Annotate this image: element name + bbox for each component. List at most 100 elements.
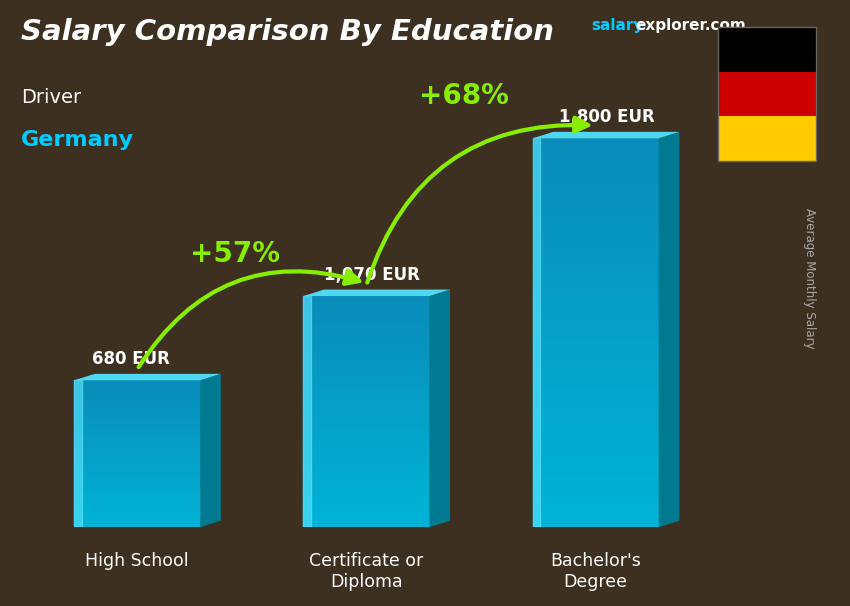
Bar [303, 359, 429, 362]
Bar [303, 328, 429, 331]
Bar [303, 415, 429, 418]
Bar [74, 494, 201, 496]
Bar [533, 464, 659, 469]
Bar [303, 325, 429, 328]
Bar [303, 472, 429, 475]
Bar [533, 230, 659, 236]
Bar [303, 464, 429, 467]
Bar [74, 459, 201, 461]
Bar [74, 401, 201, 402]
Bar [533, 211, 659, 216]
Bar [303, 374, 429, 377]
Bar [533, 225, 659, 231]
Bar [303, 469, 429, 472]
Text: Salary Comparison By Education: Salary Comparison By Education [21, 18, 554, 46]
Bar [303, 385, 429, 388]
Bar [74, 426, 201, 428]
Bar [303, 423, 429, 426]
Bar [303, 481, 429, 484]
Bar [74, 388, 201, 390]
Bar [533, 138, 540, 527]
Bar [74, 431, 201, 433]
Bar [533, 381, 659, 386]
Bar [74, 518, 201, 520]
Bar [533, 143, 659, 148]
Bar [74, 452, 201, 454]
Bar [533, 430, 659, 435]
Bar [303, 475, 429, 478]
Bar [533, 454, 659, 459]
Bar [74, 503, 201, 505]
Bar [74, 498, 201, 500]
Polygon shape [201, 374, 221, 527]
Bar [74, 479, 201, 481]
Bar [74, 413, 201, 415]
Bar [303, 302, 429, 305]
Bar [74, 435, 201, 438]
Bar [533, 522, 659, 527]
Bar [533, 241, 659, 245]
Bar [533, 493, 659, 498]
Bar [533, 439, 659, 445]
Bar [533, 391, 659, 396]
Bar [74, 454, 201, 456]
Bar [303, 403, 429, 406]
Bar [533, 260, 659, 265]
Bar [303, 354, 429, 357]
Bar [303, 313, 429, 316]
Bar [74, 520, 201, 522]
Bar [533, 167, 659, 172]
Bar [303, 310, 429, 313]
Bar [74, 393, 201, 395]
Bar [533, 420, 659, 425]
Bar [74, 381, 82, 527]
Bar [303, 380, 429, 383]
Bar [303, 397, 429, 400]
Bar [533, 513, 659, 518]
Bar [74, 410, 201, 411]
Bar [303, 495, 429, 498]
Bar [74, 406, 201, 408]
Bar [303, 504, 429, 507]
Bar [303, 307, 429, 310]
Bar [533, 236, 659, 241]
Bar [533, 362, 659, 367]
Bar [303, 365, 429, 368]
Bar [533, 415, 659, 421]
Bar [74, 384, 201, 386]
Bar [74, 461, 201, 463]
Bar [74, 476, 201, 478]
Bar [533, 284, 659, 289]
Bar [533, 275, 659, 279]
Bar [74, 490, 201, 492]
Bar [533, 270, 659, 275]
Bar [74, 441, 201, 443]
Bar [74, 467, 201, 468]
Bar [303, 426, 429, 429]
Bar [74, 385, 201, 388]
Bar [533, 449, 659, 454]
Bar [74, 463, 201, 465]
Bar [74, 404, 201, 406]
Bar [303, 498, 429, 501]
Bar [533, 352, 659, 357]
Bar [303, 513, 429, 516]
Bar [74, 397, 201, 399]
Bar [533, 484, 659, 488]
Text: salary: salary [591, 18, 643, 33]
Bar [533, 318, 659, 323]
Bar [303, 400, 429, 403]
Bar [303, 490, 429, 493]
Text: 1,070 EUR: 1,070 EUR [324, 266, 420, 284]
Bar [303, 368, 429, 371]
Bar [303, 331, 429, 334]
Bar [303, 478, 429, 481]
Bar [533, 191, 659, 197]
Bar [74, 424, 201, 426]
Bar [74, 483, 201, 485]
Bar [303, 388, 429, 391]
Polygon shape [74, 374, 221, 381]
Bar [74, 522, 201, 524]
Bar [303, 382, 429, 385]
Bar [303, 411, 429, 415]
